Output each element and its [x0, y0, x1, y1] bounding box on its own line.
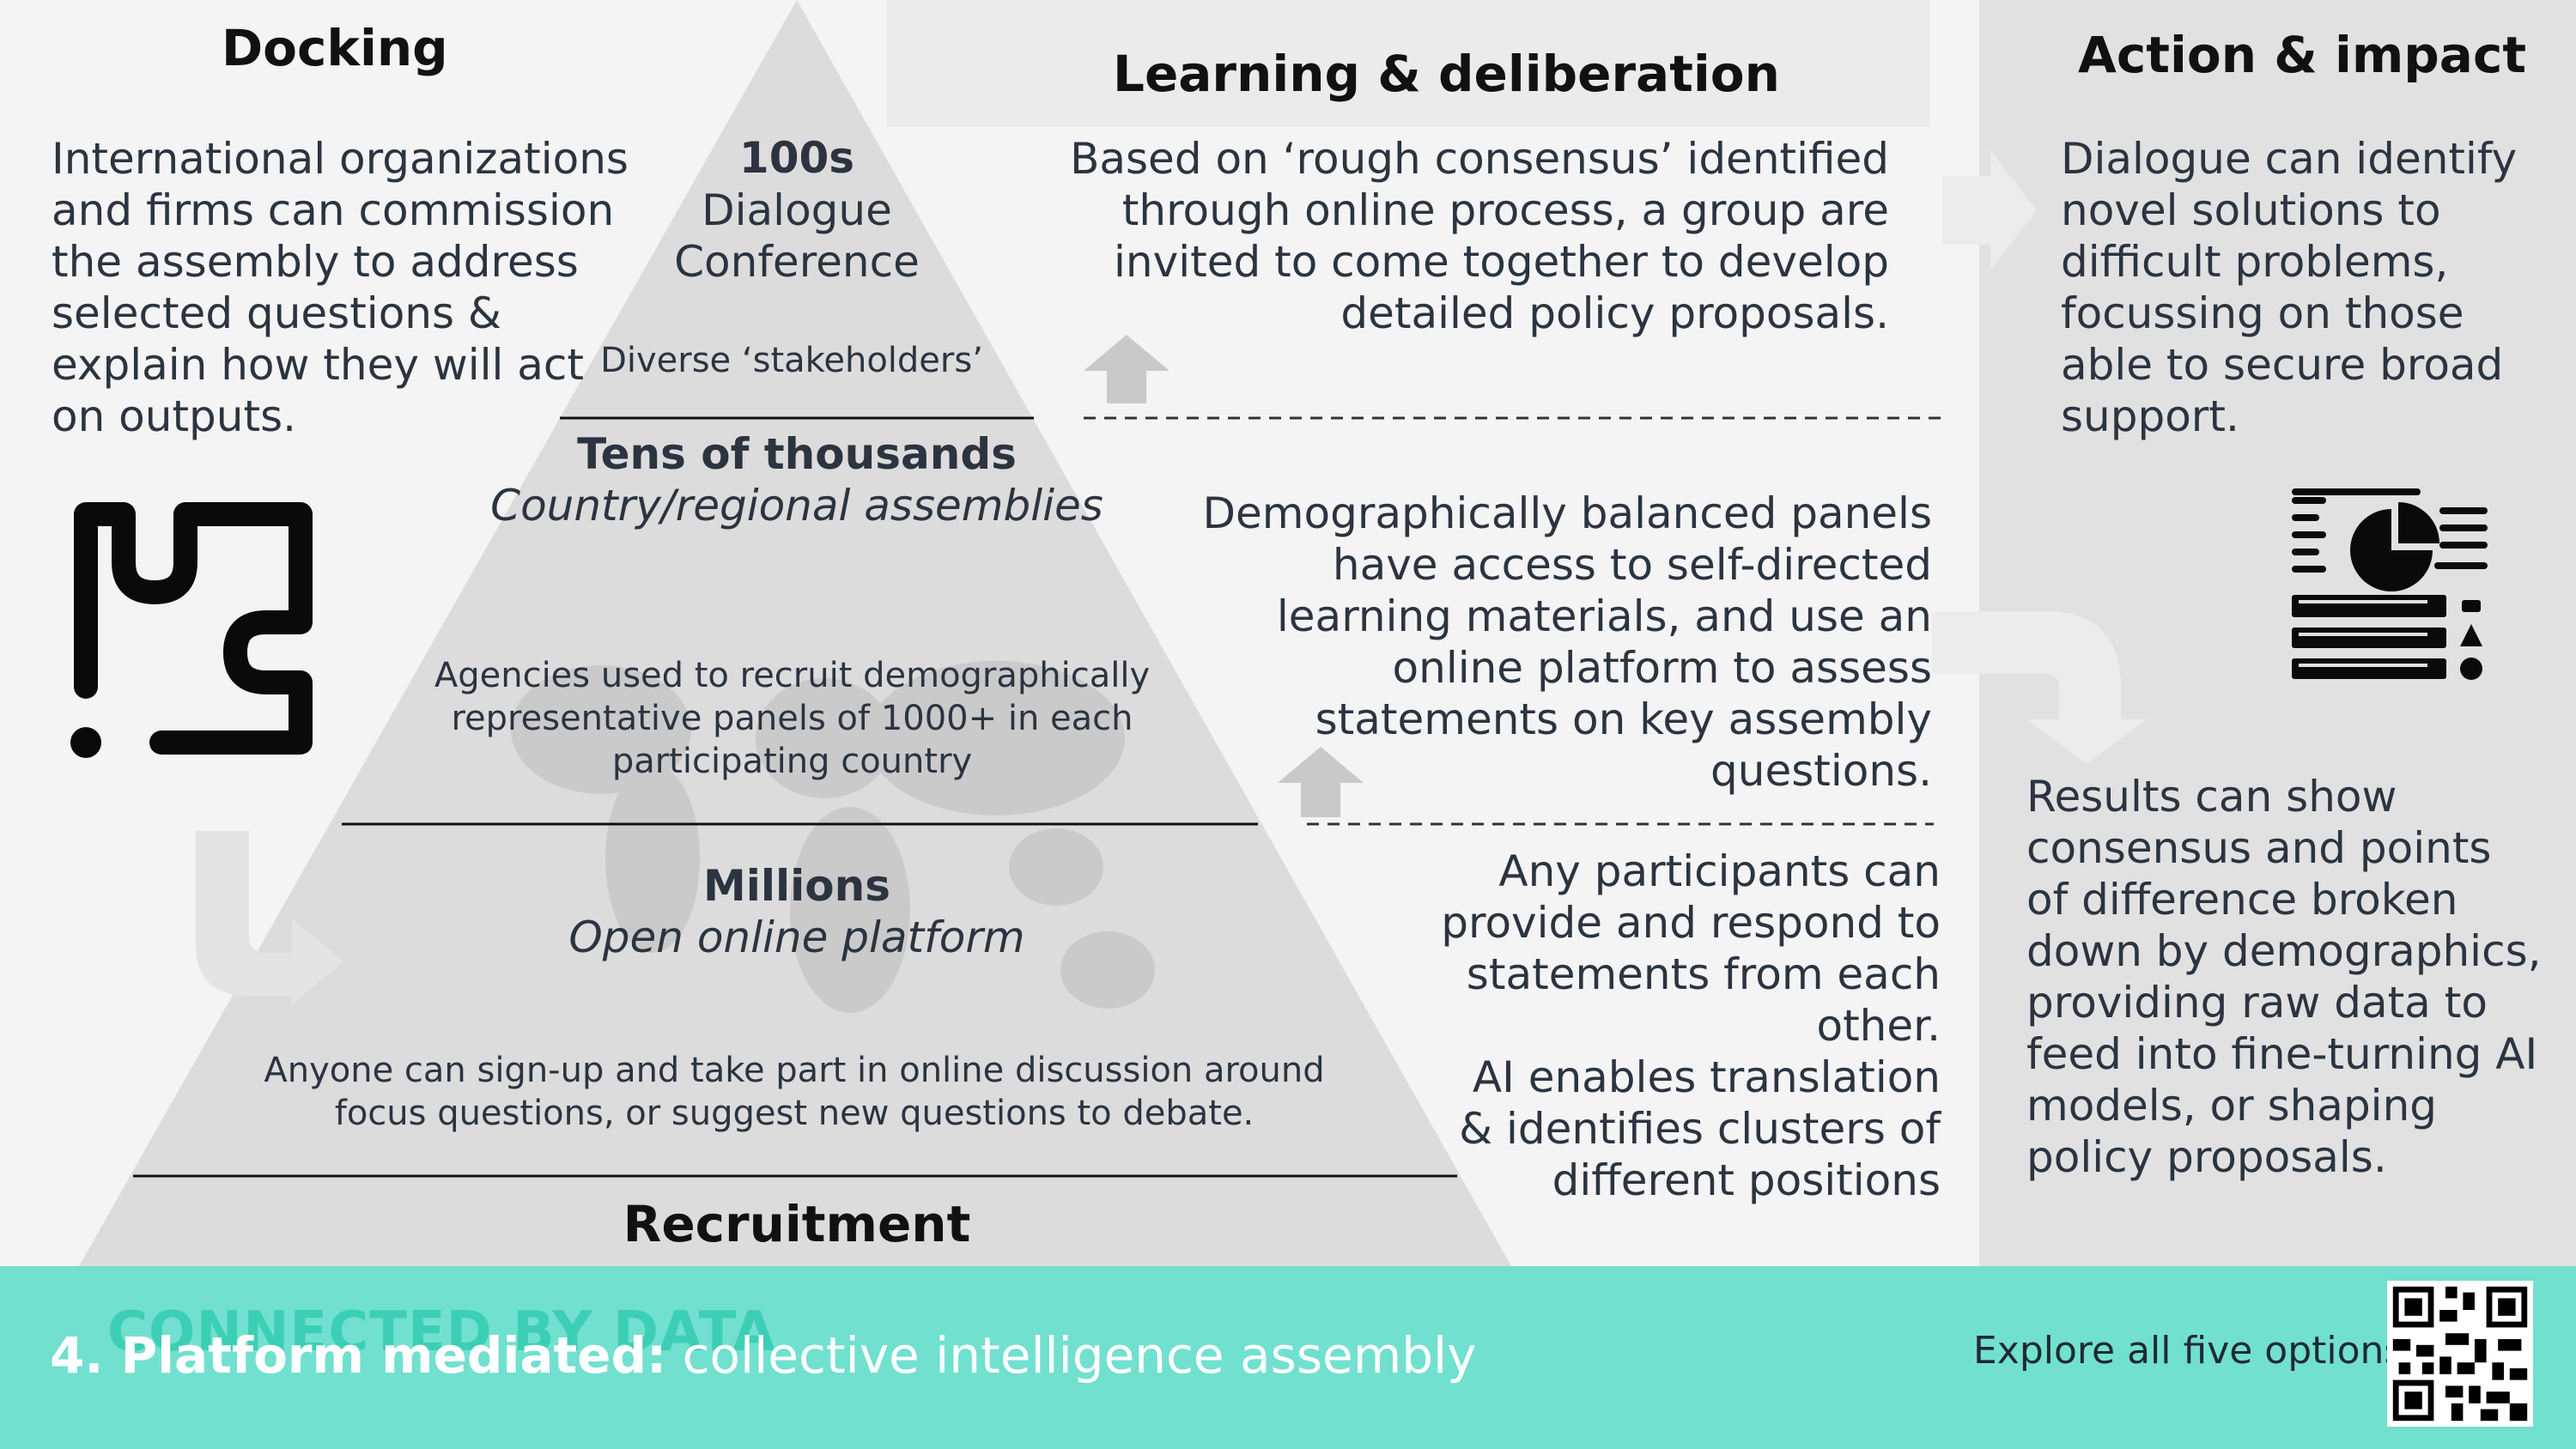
learning-text-panels: Demographically balanced panels have acc…: [1202, 488, 1932, 796]
pyramid-bottom-note: Anyone can sign-up and take part in onli…: [264, 1051, 1325, 1133]
action-heading: Action & impact: [2078, 26, 2527, 84]
pyramid-shape: [79, 0, 1511, 1266]
up-arrow-icon: [1084, 335, 1170, 403]
pyramid-bottom-subtitle: Open online platform: [568, 912, 1025, 962]
qr-code-icon[interactable]: [2387, 1281, 2533, 1427]
learning-header-panel: [887, 0, 1930, 127]
pyramid-middle-note: Agencies used to recruit demographically…: [434, 656, 1151, 781]
pyramid-top-line2: Conference: [674, 237, 920, 287]
pyramid-top-line1: Dialogue: [702, 185, 892, 235]
action-text: Dialogue can identify novel solutions to…: [2061, 134, 2518, 441]
curved-arrow-icon: [196, 831, 343, 1004]
pyramid-top-title: 100s: [738, 133, 855, 183]
pyramid-top-note: Diverse ‘stakeholders’: [600, 341, 983, 380]
learning-text-participants: Any participants can provide and respond…: [1441, 846, 1941, 1051]
results-text: Results can show consensus and points of…: [2026, 772, 2542, 1182]
pyramid-middle-title: Tens of thousands: [577, 429, 1017, 479]
footer-title-rest: collective intelligence assembly: [682, 1326, 1477, 1385]
footer-title-bold: 4. Platform mediated:: [50, 1326, 667, 1385]
footer-bar: [0, 1266, 2576, 1449]
up-arrow-icon: [1278, 747, 1364, 817]
docking-heading: Docking: [222, 19, 448, 77]
learning-text-ai: AI enables translation & identifies clus…: [1459, 1052, 1941, 1205]
brand-logo: CONNECTED BY DATA: [107, 1300, 776, 1364]
recruitment-heading: Recruitment: [623, 1195, 971, 1253]
curved-arrow-icon: [1932, 611, 2147, 764]
explore-label: Explore all five options:: [1973, 1329, 2417, 1373]
learning-text-conference: Based on ‘rough consensus’ identified th…: [1070, 134, 1889, 338]
pyramid-bottom-title: Millions: [702, 861, 891, 911]
world-map-icon: [511, 661, 1155, 1013]
pyramid-middle-subtitle: Country/regional assemblies: [490, 481, 1103, 530]
footer-title: 4. Platform mediated: collective intelli…: [50, 1326, 1476, 1385]
right-arrow-icon: [1942, 150, 2037, 270]
report-chart-icon: [2292, 488, 2488, 680]
docking-text: International organizations and firms ca…: [52, 134, 629, 441]
puzzle-icon: [70, 502, 313, 758]
learning-heading: Learning & deliberation: [1113, 45, 1780, 103]
